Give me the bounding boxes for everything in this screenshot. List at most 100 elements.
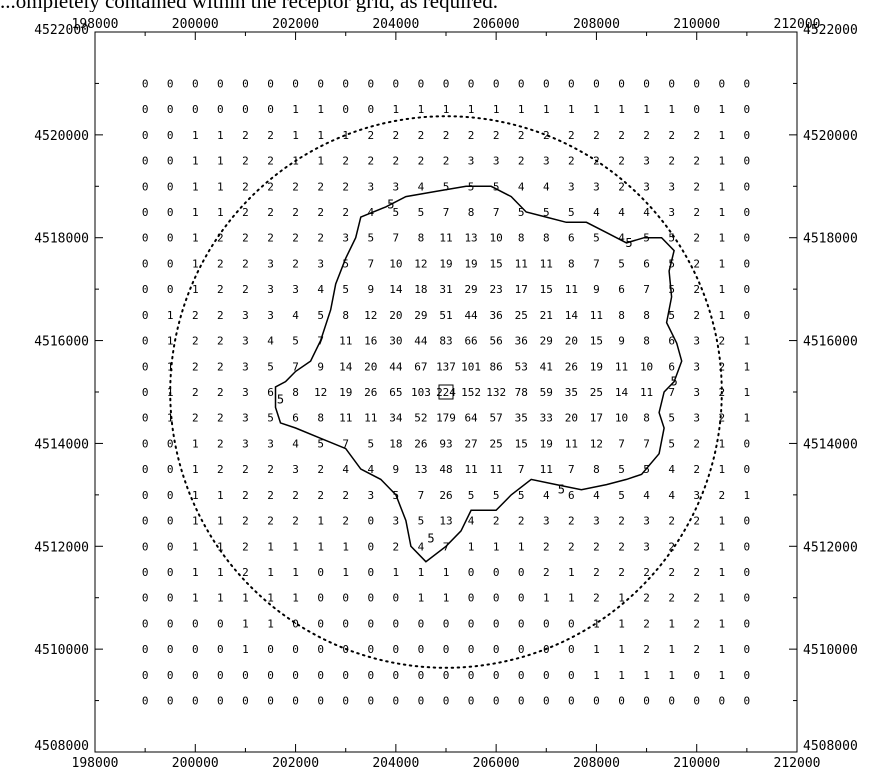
receptor-value: 0 (317, 592, 324, 605)
receptor-value: 1 (292, 155, 299, 168)
receptor-value: 1 (418, 592, 425, 605)
receptor-value: 8 (593, 463, 600, 476)
receptor-value: 3 (593, 180, 600, 193)
receptor-value: 0 (393, 592, 400, 605)
receptor-value: 0 (744, 155, 751, 168)
receptor-value: 2 (668, 566, 675, 579)
receptor-value: 1 (418, 103, 425, 116)
receptor-value: 1 (468, 103, 475, 116)
receptor-value: 1 (292, 566, 299, 579)
receptor-value: 1 (718, 592, 725, 605)
receptor-value: 1 (192, 515, 199, 528)
receptor-value: 2 (242, 515, 249, 528)
receptor-value: 0 (142, 386, 149, 399)
receptor-value: 1 (217, 489, 224, 502)
receptor-value: 0 (468, 669, 475, 682)
receptor-value: 0 (167, 103, 174, 116)
receptor-value: 0 (468, 566, 475, 579)
receptor-value: 2 (342, 180, 349, 193)
receptor-value: 7 (568, 463, 575, 476)
receptor-value: 0 (744, 592, 751, 605)
receptor-value: 1 (192, 437, 199, 450)
receptor-value: 2 (568, 155, 575, 168)
receptor-value: 5 (267, 360, 274, 373)
receptor-value: 1 (518, 103, 525, 116)
receptor-value: 2 (267, 206, 274, 219)
receptor-value: 1 (267, 540, 274, 553)
receptor-value: 0 (317, 669, 324, 682)
receptor-value: 0 (493, 695, 500, 708)
receptor-value: 0 (744, 309, 751, 322)
receptor-value: 78 (515, 386, 528, 399)
receptor-value: 7 (317, 335, 324, 348)
receptor-value: 0 (142, 129, 149, 142)
receptor-value: 2 (568, 129, 575, 142)
receptor-value: 0 (593, 77, 600, 90)
receptor-value: 0 (744, 129, 751, 142)
receptor-value: 30 (389, 335, 402, 348)
receptor-value: 4 (317, 283, 324, 296)
receptor-value: 0 (744, 695, 751, 708)
receptor-value: 0 (518, 617, 525, 630)
receptor-value: 8 (292, 386, 299, 399)
receptor-value: 2 (618, 566, 625, 579)
receptor-value: 4 (618, 206, 625, 219)
receptor-value: 2 (317, 463, 324, 476)
x-tick-label-bottom: 210000 (673, 756, 720, 771)
receptor-value: 5 (317, 437, 324, 450)
receptor-value: 1 (668, 617, 675, 630)
receptor-value: 56 (490, 335, 503, 348)
receptor-value: 3 (267, 437, 274, 450)
y-tick-label-left: 4516000 (34, 335, 89, 350)
receptor-value: 0 (267, 643, 274, 656)
receptor-value: 2 (593, 129, 600, 142)
receptor-value: 0 (618, 695, 625, 708)
receptor-value: 2 (292, 206, 299, 219)
receptor-value: 12 (314, 386, 327, 399)
receptor-value: 2 (693, 129, 700, 142)
receptor-value: 0 (267, 695, 274, 708)
receptor-value: 1 (668, 643, 675, 656)
y-tick-label-left: 4518000 (34, 232, 89, 247)
receptor-value: 1 (593, 103, 600, 116)
x-tick-label-top: 208000 (573, 17, 620, 32)
receptor-value: 1 (317, 129, 324, 142)
receptor-value: 26 (364, 386, 377, 399)
receptor-value: 2 (317, 232, 324, 245)
receptor-value: 7 (393, 232, 400, 245)
receptor-value: 8 (418, 232, 425, 245)
receptor-value: 0 (367, 77, 374, 90)
receptor-value: 2 (292, 257, 299, 270)
receptor-value: 31 (439, 283, 452, 296)
receptor-value: 0 (367, 669, 374, 682)
receptor-value: 1 (593, 643, 600, 656)
receptor-value: 2 (593, 155, 600, 168)
receptor-value: 14 (339, 360, 353, 373)
receptor-value: 2 (192, 335, 199, 348)
receptor-value: 2 (267, 489, 274, 502)
receptor-value: 1 (167, 412, 174, 425)
receptor-value: 1 (618, 103, 625, 116)
receptor-value: 0 (167, 463, 174, 476)
receptor-value: 0 (142, 103, 149, 116)
receptor-value: 0 (443, 669, 450, 682)
receptor-value: 0 (367, 515, 374, 528)
receptor-value: 2 (693, 592, 700, 605)
receptor-value: 11 (490, 463, 503, 476)
receptor-value: 0 (142, 515, 149, 528)
receptor-value: 0 (342, 669, 349, 682)
receptor-value: 2 (217, 257, 224, 270)
receptor-value: 3 (242, 335, 249, 348)
receptor-value: 6 (668, 360, 675, 373)
receptor-value: 4 (418, 180, 425, 193)
receptor-value: 5 (418, 206, 425, 219)
receptor-value: 3 (292, 463, 299, 476)
receptor-value: 21 (540, 309, 553, 322)
receptor-value: 11 (339, 335, 352, 348)
receptor-value: 2 (342, 155, 349, 168)
receptor-value: 2 (393, 155, 400, 168)
x-tick-label-bottom: 202000 (272, 756, 319, 771)
receptor-value: 2 (693, 283, 700, 296)
receptor-value: 4 (342, 463, 349, 476)
receptor-value: 9 (367, 283, 374, 296)
